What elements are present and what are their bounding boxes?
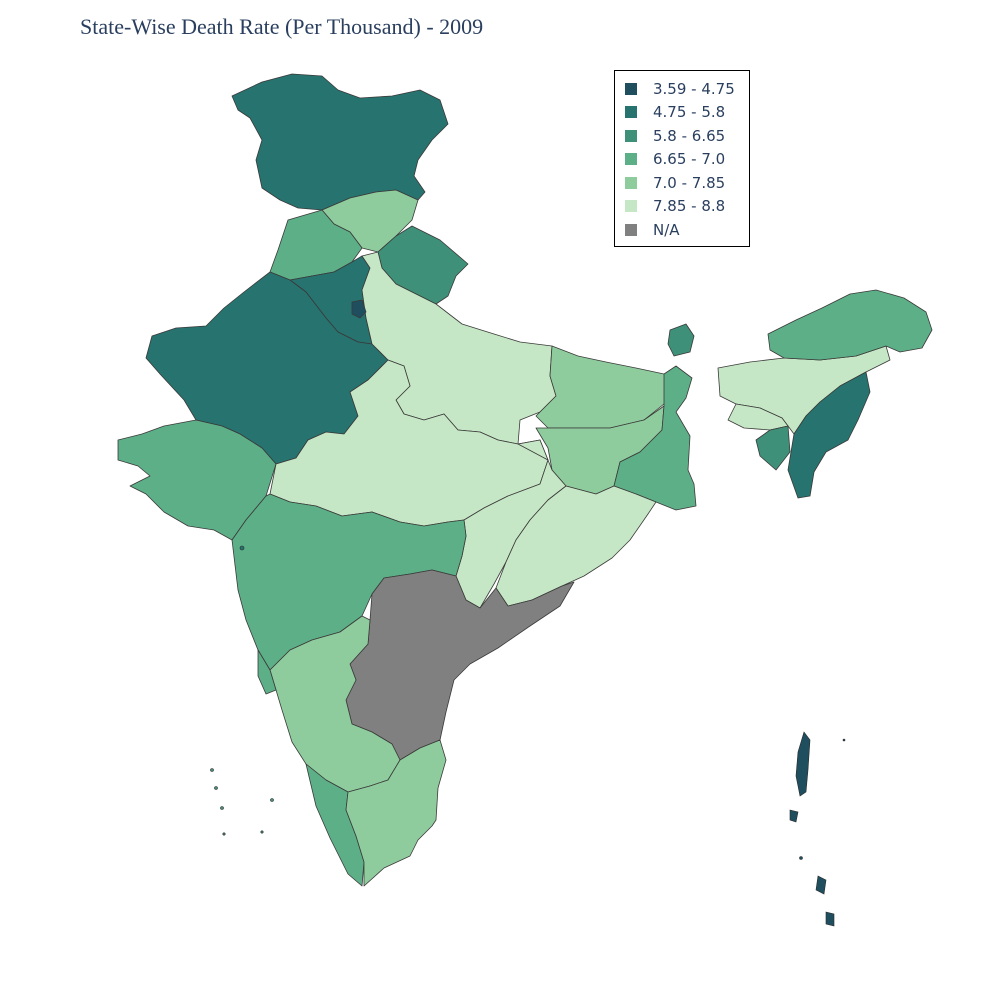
state-odisha[interactable]	[495, 485, 657, 607]
legend: 3.59 - 4.75 4.75 - 5.8 5.8 - 6.65 6.65 -…	[614, 70, 750, 247]
legend-label: 7.85 - 8.8	[653, 197, 726, 216]
state-jammu-kashmir[interactable]	[231, 73, 449, 211]
legend-swatch	[625, 200, 637, 213]
legend-label: 5.8 - 6.65	[653, 126, 726, 145]
map-title: State-Wise Death Rate (Per Thousand) - 2…	[80, 14, 484, 39]
state-andhra-pradesh[interactable]	[345, 569, 575, 761]
legend-swatch	[625, 223, 637, 236]
island-nicobar-north	[815, 875, 827, 895]
legend-item[interactable]: 6.65 - 7.0	[625, 148, 749, 172]
legend-swatch	[625, 176, 637, 189]
island-daman	[239, 545, 245, 551]
island-lakshadweep-3	[270, 798, 274, 802]
legend-swatch	[625, 153, 637, 166]
legend-label: 6.65 - 7.0	[653, 150, 726, 169]
legend-label: 3.59 - 4.75	[653, 79, 735, 98]
legend-label: 4.75 - 5.8	[653, 103, 726, 122]
island-lakshadweep-2	[214, 786, 218, 790]
island-dot-2	[842, 738, 846, 742]
island-lakshadweep-6	[222, 832, 226, 836]
state-tripura[interactable]	[755, 425, 791, 471]
state-north-east-hill-states[interactable]	[787, 371, 871, 499]
legend-item[interactable]: 5.8 - 6.65	[625, 124, 749, 148]
states-layer	[117, 73, 933, 887]
state-arunachal-pradesh[interactable]	[767, 289, 933, 361]
island-lakshadweep-5	[260, 830, 264, 834]
legend-swatch	[625, 82, 637, 95]
legend-item[interactable]: N/A	[625, 218, 749, 242]
legend-swatch	[625, 129, 637, 142]
state-sikkim[interactable]	[667, 323, 695, 357]
state-goa[interactable]	[257, 649, 277, 695]
state-delhi[interactable]	[351, 299, 367, 319]
legend-item[interactable]: 7.85 - 8.8	[625, 195, 749, 219]
legend-label: N/A	[653, 220, 680, 239]
islands-layer	[210, 545, 846, 927]
legend-label: 7.0 - 7.85	[653, 173, 726, 192]
island-dot-1	[799, 856, 803, 860]
legend-item[interactable]: 4.75 - 5.8	[625, 101, 749, 125]
legend-swatch	[625, 106, 637, 119]
island-nicobar-great	[825, 911, 835, 927]
island-lakshadweep-4	[220, 806, 224, 810]
state-tamil-nadu[interactable]	[345, 739, 447, 887]
legend-item[interactable]: 7.0 - 7.85	[625, 171, 749, 195]
state-west-bengal[interactable]	[613, 365, 697, 511]
legend-item[interactable]: 3.59 - 4.75	[625, 77, 749, 101]
island-andaman	[795, 731, 811, 797]
island-lakshadweep-1	[210, 768, 214, 772]
island-andaman-south	[789, 809, 799, 823]
